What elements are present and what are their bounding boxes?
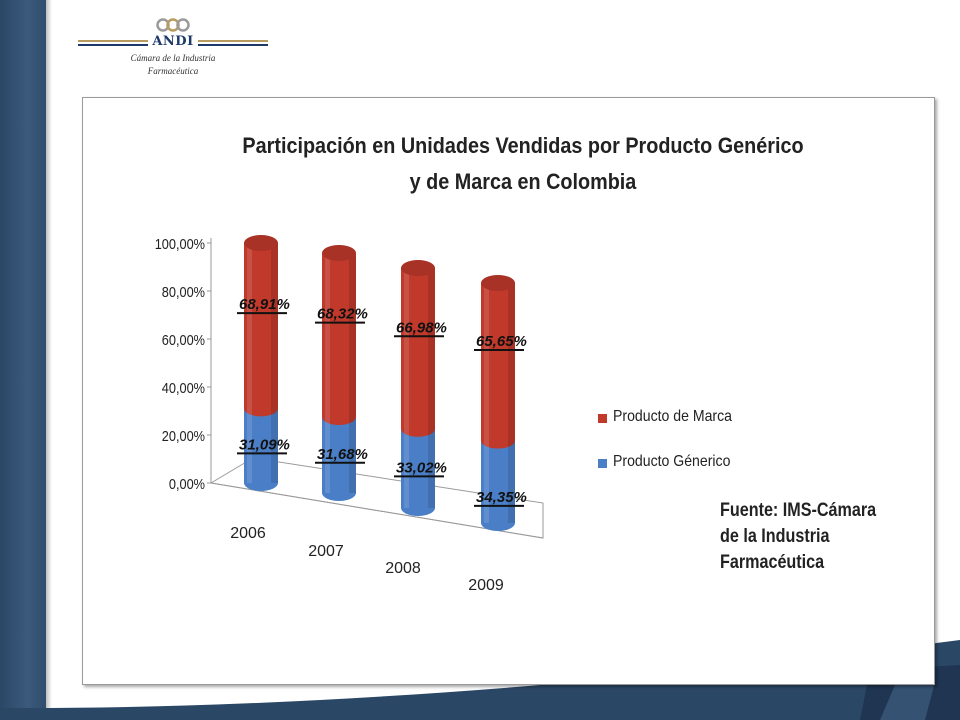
bar-shade bbox=[428, 268, 435, 508]
y-tick-label: 40,00% bbox=[162, 379, 205, 396]
bar-highlight bbox=[325, 253, 330, 493]
andi-logo: ANDI Cámara de la Industria Farmacéutica bbox=[78, 14, 268, 80]
data-label-generico: 34,35% bbox=[476, 489, 527, 506]
bar-marca bbox=[481, 283, 515, 449]
bar-top-cap bbox=[481, 275, 515, 291]
source-note: Fuente: IMS-Cámara de la Industria Farma… bbox=[720, 500, 877, 573]
logo-subtitle: Cámara de la Industria Farmacéutica bbox=[78, 52, 268, 78]
bar-highlight bbox=[484, 283, 489, 523]
y-tick-label: 100,00% bbox=[155, 235, 205, 252]
x-category-label: 2007 bbox=[308, 543, 344, 560]
bar-top-cap bbox=[244, 235, 278, 251]
bar-highlight bbox=[247, 243, 252, 483]
chart-title: Participación en Unidades Vendidas por P… bbox=[242, 133, 804, 194]
legend-label-generico: Producto Génerico bbox=[613, 453, 731, 470]
left-navy-band bbox=[0, 0, 52, 720]
bar-generico bbox=[401, 428, 435, 516]
bar-generico bbox=[244, 408, 278, 491]
legend-label-marca: Producto de Marca bbox=[613, 408, 732, 425]
data-label-marca: 68,32% bbox=[317, 306, 368, 323]
logo-subtitle-line2: Farmacéutica bbox=[147, 66, 199, 76]
y-tick-label: 20,00% bbox=[162, 427, 205, 444]
y-tick-label: 0,00% bbox=[169, 475, 205, 492]
bar-shade bbox=[271, 243, 278, 483]
chart-frame: Participación en Unidades Vendidas por P… bbox=[82, 97, 935, 685]
data-label-generico: 31,68% bbox=[317, 446, 368, 463]
bar-shade bbox=[349, 253, 356, 493]
y-tick-label: 60,00% bbox=[162, 331, 205, 348]
bar-highlight bbox=[404, 268, 409, 508]
x-category-label: 2009 bbox=[468, 577, 504, 594]
legend-item-marca: Producto de Marca bbox=[598, 408, 798, 430]
bar-shade bbox=[508, 283, 515, 523]
bar-marca bbox=[244, 243, 278, 417]
x-category-label: 2008 bbox=[385, 560, 421, 577]
bar-top-cap bbox=[322, 245, 356, 261]
legend-swatch-marca bbox=[598, 414, 607, 423]
data-label-generico: 31,09% bbox=[239, 436, 290, 453]
data-label-marca: 66,98% bbox=[396, 319, 447, 336]
bar-marca bbox=[322, 253, 356, 425]
data-label-marca: 68,91% bbox=[239, 296, 290, 313]
y-tick-label: 80,00% bbox=[162, 283, 205, 300]
bar-generico bbox=[322, 416, 356, 501]
logo-subtitle-line1: Cámara de la Industria bbox=[130, 53, 216, 63]
legend-item-generico: Producto Génerico bbox=[598, 453, 798, 475]
logo-rings-icon bbox=[156, 18, 190, 32]
legend-swatch-generico bbox=[598, 459, 607, 468]
data-label-marca: 65,65% bbox=[476, 333, 527, 350]
chart-plot: 0,00% 20,00% 40,00% 60,00% 80,00% 100,00% 68,9… bbox=[155, 235, 544, 594]
bar-marca bbox=[401, 268, 435, 437]
bar-generico bbox=[481, 440, 515, 531]
data-label-generico: 33,02% bbox=[396, 459, 447, 476]
x-category-label: 2006 bbox=[230, 525, 266, 542]
logo-name: ANDI bbox=[148, 34, 198, 49]
bar-top-cap bbox=[401, 260, 435, 276]
